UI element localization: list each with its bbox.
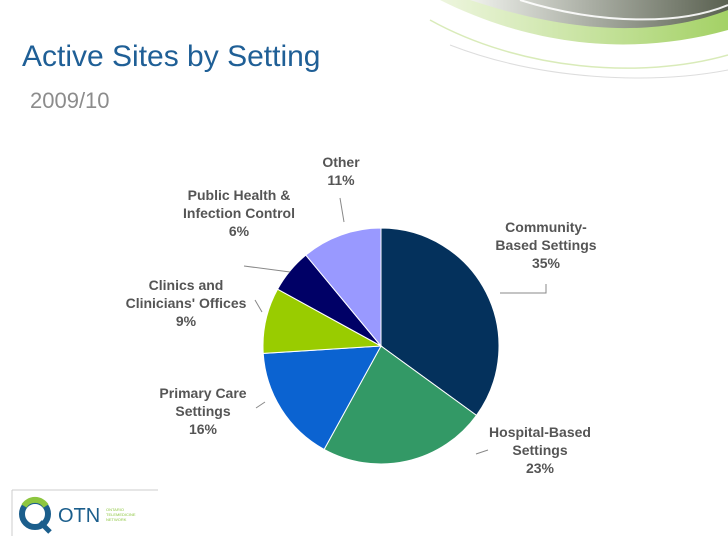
otn-logo: OTN ONTARIO TELEMEDICINE NETWORK bbox=[11, 489, 158, 536]
slice-category-label: Clinicians' Offices bbox=[126, 295, 247, 311]
slice-category-label: Infection Control bbox=[183, 205, 295, 221]
logo-name: OTN bbox=[58, 505, 100, 527]
slide-subtitle: 2009/10 bbox=[30, 88, 110, 113]
slice-category-label: Public Health & bbox=[188, 187, 291, 203]
pie-slice bbox=[380, 227, 500, 417]
slice-leader-line bbox=[475, 449, 489, 455]
slice-value-label: 23% bbox=[526, 460, 555, 476]
slice-value-label: 9% bbox=[176, 313, 197, 329]
logo-tagline-line: ONTARIO bbox=[106, 507, 124, 512]
slice-category-label: Other bbox=[322, 154, 360, 170]
logo-tagline-line: NETWORK bbox=[106, 517, 127, 522]
slice-category-label: Clinics and bbox=[149, 277, 224, 293]
slide-title: Active Sites by Setting bbox=[22, 40, 321, 73]
slice-value-label: 35% bbox=[532, 255, 561, 271]
pie-slice bbox=[323, 345, 478, 465]
slice-category-label: Hospital-Based bbox=[489, 424, 591, 440]
slice-value-label: 11% bbox=[327, 172, 355, 188]
slice-category-label: Based Settings bbox=[495, 237, 596, 253]
slice-value-label: 16% bbox=[189, 421, 218, 437]
slice-leader-line bbox=[255, 401, 266, 409]
slice-category-label: Primary Care bbox=[159, 385, 246, 401]
slice-value-label: 6% bbox=[229, 223, 250, 239]
logo-tagline-line: TELEMEDICINE bbox=[106, 512, 136, 517]
slice-leader-line bbox=[243, 265, 291, 273]
slice-category-label: Community- bbox=[505, 219, 587, 235]
pie-slice bbox=[305, 227, 382, 348]
pie-slice bbox=[262, 345, 382, 451]
slice-leader-line bbox=[254, 299, 263, 313]
slice-category-label: Settings bbox=[175, 403, 230, 419]
otn-logo-mark-icon bbox=[19, 497, 52, 534]
slice-category-label: Settings bbox=[512, 442, 567, 458]
slice-leader-line bbox=[500, 284, 547, 294]
slice-leader-line bbox=[339, 197, 345, 223]
